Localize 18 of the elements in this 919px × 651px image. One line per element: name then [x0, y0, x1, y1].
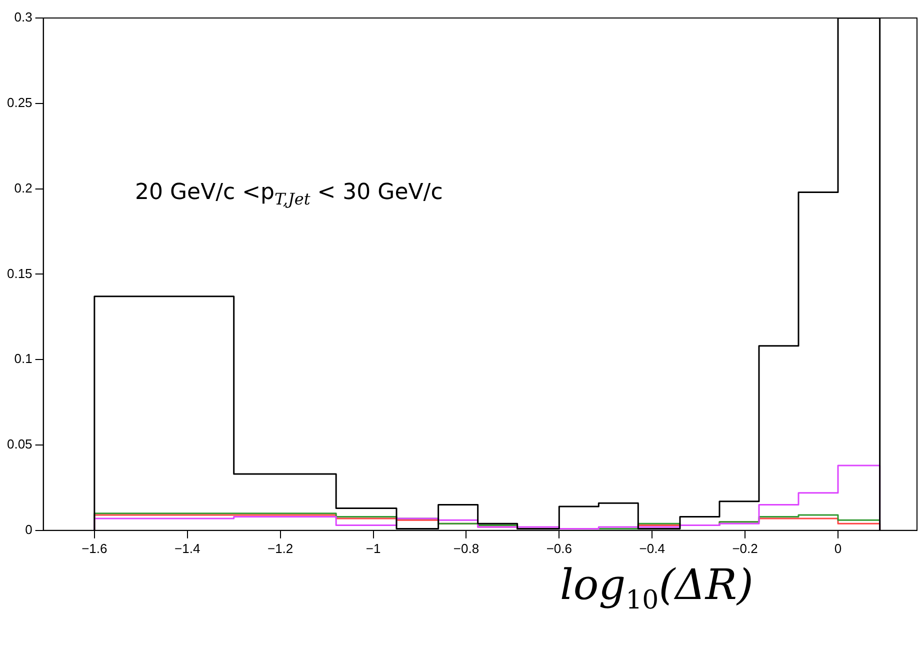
x-tick-label: 0 [834, 540, 842, 556]
x-tick-label: −0.8 [453, 540, 480, 556]
x-tick-label: −1.2 [267, 540, 294, 556]
x-tick-label: −1.4 [174, 540, 200, 556]
y-tick-label: 0.25 [6, 94, 32, 110]
y-tick-label: 0.05 [6, 436, 32, 452]
annotation: 20 GeV/c <p$_{T,Jet}$ < 30 GeV/c [135, 180, 443, 208]
y-tick-label: 0.3 [14, 10, 32, 25]
y-tick-label: 0.15 [6, 266, 32, 281]
x-tick-label: −1 [366, 540, 381, 556]
y-tick-label: 0.1 [14, 351, 32, 366]
x-tick-label: −1.6 [82, 540, 108, 556]
x-tick-label: −0.6 [546, 540, 572, 556]
y-tick-label: 0 [25, 522, 32, 537]
x-tick-label: −0.4 [639, 540, 665, 556]
x-tick-label: −0.2 [732, 540, 758, 556]
y-tick-label: 0.2 [14, 180, 32, 196]
x-axis-title: log$_{10}$(ΔR) [560, 560, 754, 616]
